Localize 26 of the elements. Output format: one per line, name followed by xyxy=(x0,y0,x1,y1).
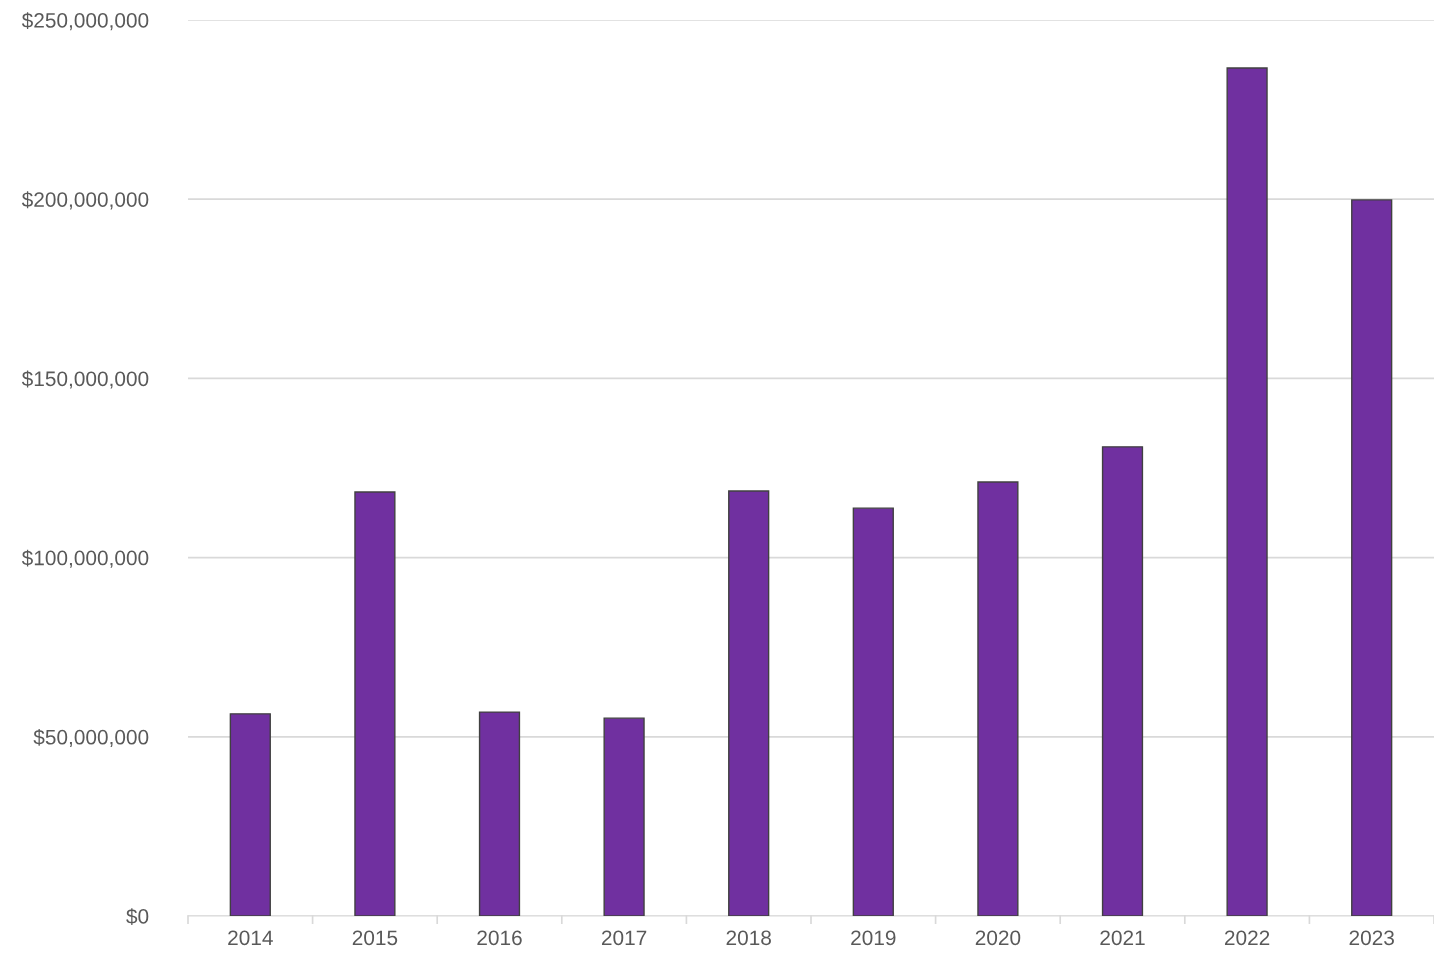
bar xyxy=(1351,199,1393,916)
y-tick-label: $100,000,000 xyxy=(21,549,149,568)
bar xyxy=(603,717,645,916)
bar xyxy=(728,490,770,916)
bar xyxy=(852,507,894,916)
bar xyxy=(478,711,521,916)
y-tick-label: $250,000,000 xyxy=(21,12,149,31)
bar xyxy=(977,481,1019,916)
bar xyxy=(229,713,271,916)
x-tick-label: 2014 xyxy=(228,930,273,946)
x-tick-label: 2015 xyxy=(352,930,398,946)
x-tick-label: 2019 xyxy=(851,930,896,946)
x-tick-label: 2021 xyxy=(1100,930,1145,946)
x-tick-label: 2023 xyxy=(1349,930,1394,946)
y-tick-label: $50,000,000 xyxy=(33,728,149,748)
x-tick-label: 2017 xyxy=(601,930,647,946)
x-tick-label: 2018 xyxy=(726,930,771,946)
y-tick-label: $200,000,000 xyxy=(21,191,149,210)
bar xyxy=(354,491,396,916)
x-tick-label: 2022 xyxy=(1224,930,1270,946)
bar xyxy=(1101,446,1144,916)
y-tick-label: $0 xyxy=(126,908,149,925)
y-tick-label: $150,000,000 xyxy=(21,370,149,389)
x-tick-label: 2020 xyxy=(975,930,1021,946)
bar xyxy=(1226,67,1268,916)
x-tick-label: 2016 xyxy=(477,930,522,946)
